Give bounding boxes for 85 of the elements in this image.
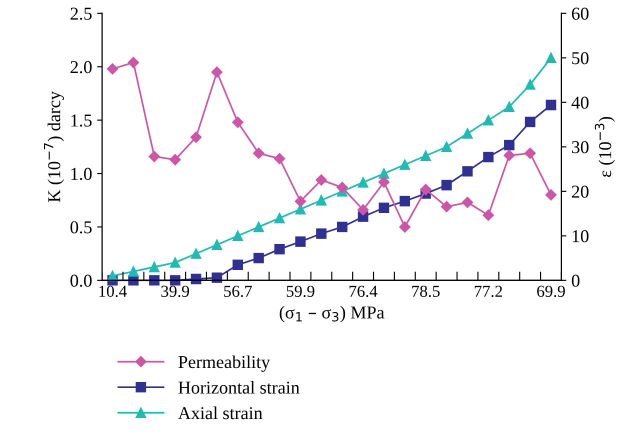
legend-label: Axial strain	[178, 406, 262, 420]
point	[295, 236, 306, 247]
point	[232, 230, 244, 242]
point	[190, 248, 202, 259]
point	[441, 180, 452, 190]
point	[545, 189, 557, 201]
point	[316, 228, 327, 239]
y2-axis-title: ε (10$^{−3}$)	[594, 116, 615, 177]
point	[378, 176, 390, 188]
point	[504, 140, 514, 150]
point	[504, 102, 514, 112]
point	[462, 128, 473, 139]
y-tick-label: 1.0	[71, 168, 92, 180]
point	[336, 222, 348, 232]
y-tick-label: 2.0	[70, 61, 92, 74]
y2-tick-label: 20	[572, 186, 589, 198]
x-tick-label: 69.9	[537, 286, 565, 298]
point	[316, 195, 327, 206]
y-axis-title: K (10$^{−7}$) darcy	[44, 91, 64, 202]
point	[400, 159, 410, 170]
point	[336, 182, 348, 194]
point	[128, 266, 139, 277]
point	[212, 240, 222, 250]
point	[190, 132, 202, 143]
x-tick-label: 78.5	[412, 286, 440, 298]
point	[482, 210, 494, 221]
point	[232, 260, 244, 270]
y2-tick-label: 0	[572, 274, 580, 287]
point	[378, 202, 390, 214]
point	[274, 212, 285, 224]
legend-label: Horizontal strain	[178, 381, 300, 394]
y-tick-label: 0.0	[70, 274, 92, 287]
y2-tick-label: 50	[572, 52, 589, 64]
point	[462, 196, 474, 208]
point	[524, 116, 536, 128]
y2-tick-label: 60	[572, 8, 589, 20]
legend-label: Permeability	[178, 355, 270, 372]
point	[128, 56, 140, 68]
y2-tick-label: 40	[572, 96, 589, 109]
point	[420, 150, 431, 161]
point	[148, 150, 160, 162]
point	[400, 196, 410, 206]
x-tick-label: 59.9	[286, 286, 314, 298]
x-axis-title: (σ$_{1}$ – σ$_{3}$) MPa	[280, 306, 384, 322]
point	[170, 257, 180, 268]
point	[524, 79, 536, 90]
point	[524, 148, 536, 159]
point	[106, 63, 118, 74]
x-tick-label: 39.9	[161, 286, 190, 298]
point	[483, 152, 494, 162]
y2-tick-label: 10	[572, 230, 589, 242]
point	[253, 148, 264, 159]
point	[420, 184, 432, 196]
point	[358, 177, 368, 188]
point	[546, 52, 556, 64]
point	[294, 196, 306, 207]
point	[316, 174, 327, 186]
point	[211, 66, 223, 78]
point	[253, 252, 264, 264]
point	[149, 275, 160, 286]
point	[253, 222, 264, 232]
point	[483, 114, 494, 126]
point	[170, 275, 180, 286]
point	[462, 166, 473, 177]
y2-tick-label: 30	[572, 141, 589, 154]
x-tick-label: 76.4	[350, 286, 378, 298]
point	[274, 244, 285, 254]
point	[441, 142, 452, 152]
point	[149, 262, 160, 272]
x-tick-label: 10.4	[99, 286, 127, 298]
point	[399, 221, 410, 233]
point	[546, 100, 556, 110]
point	[274, 152, 286, 164]
y-tick-label: 0.5	[70, 221, 92, 234]
y-tick-label: 2.5	[70, 8, 92, 20]
point	[504, 150, 515, 161]
point	[170, 154, 181, 166]
point	[232, 116, 244, 128]
y-tick-label: 1.5	[71, 114, 92, 127]
point	[212, 272, 222, 283]
x-tick-label: 56.7	[224, 286, 252, 298]
point	[357, 204, 369, 216]
point	[378, 168, 390, 179]
x-tick-label: 77.2	[474, 286, 502, 298]
point	[440, 201, 452, 212]
